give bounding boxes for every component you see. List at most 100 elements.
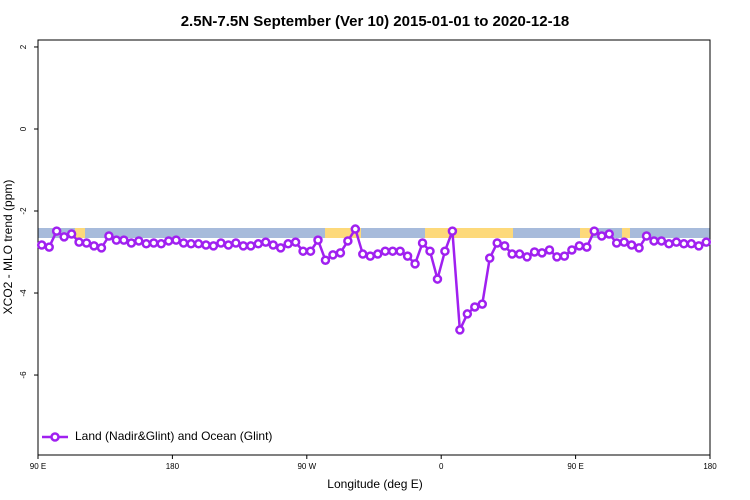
data-point	[36, 240, 47, 250]
data-point	[582, 242, 592, 252]
data-point	[343, 236, 353, 246]
data-point	[387, 246, 398, 256]
data-point	[589, 226, 600, 236]
data-point	[111, 235, 122, 245]
data-point	[298, 246, 308, 256]
y-tick-label: 2	[19, 44, 28, 49]
data-point	[402, 251, 413, 261]
data-point	[119, 235, 129, 245]
data-point	[596, 231, 607, 241]
data-point	[611, 238, 622, 248]
y-tick-label: -6	[19, 371, 28, 379]
data-point	[238, 241, 249, 251]
data-point	[507, 249, 517, 259]
y-tick-label: 0	[19, 126, 28, 131]
surface-strip	[38, 228, 710, 238]
data-point	[216, 238, 226, 248]
data-point	[290, 237, 301, 247]
data-point	[656, 236, 667, 246]
data-point	[246, 241, 256, 251]
x-tick-label: 180	[703, 462, 717, 471]
data-point	[410, 259, 420, 269]
data-point	[492, 238, 502, 248]
data-point	[522, 252, 532, 262]
data-point	[417, 238, 428, 248]
data-point	[96, 243, 107, 253]
data-point	[604, 229, 614, 239]
data-point	[141, 239, 152, 249]
x-tick-label: 90 W	[297, 462, 316, 471]
data-point	[455, 325, 465, 335]
land-strip	[325, 228, 361, 238]
data-point	[365, 251, 376, 261]
data-point	[552, 252, 562, 262]
data-point	[679, 239, 689, 249]
land-strip	[580, 228, 592, 238]
data-point	[380, 246, 390, 256]
legend-marker	[50, 432, 60, 442]
data-point	[193, 239, 204, 249]
data-point	[574, 241, 585, 251]
y-axis-label: XCO2 - MLO trend (ppm)	[1, 180, 15, 315]
data-point	[440, 246, 450, 256]
data-point	[432, 274, 443, 284]
data-point	[81, 238, 92, 248]
x-tick-label: 0	[439, 462, 444, 471]
data-point	[253, 239, 264, 249]
y-tick-label: -2	[19, 207, 28, 215]
data-point	[470, 302, 480, 312]
data-point	[425, 246, 435, 256]
x-tick-label: 90 E	[30, 462, 46, 471]
data-point	[44, 242, 54, 252]
data-point	[313, 235, 323, 245]
chart-title: 2.5N-7.5N September (Ver 10) 2015-01-01 …	[181, 13, 570, 30]
data-point	[529, 247, 540, 257]
data-point	[462, 309, 473, 319]
y-tick-label: -4	[19, 289, 28, 297]
data-point	[260, 237, 271, 247]
data-point	[694, 241, 704, 251]
data-point	[51, 226, 62, 236]
data-point	[156, 239, 166, 249]
data-point	[544, 245, 555, 255]
data-point	[178, 238, 189, 248]
data-point	[283, 239, 293, 249]
data-point	[499, 241, 510, 251]
data-point	[372, 249, 383, 259]
data-point	[626, 240, 637, 250]
data-point	[186, 239, 196, 249]
data-point	[104, 231, 114, 241]
data-point	[484, 253, 495, 263]
data-point	[171, 235, 181, 245]
data-point	[477, 299, 488, 309]
data-point	[126, 238, 137, 248]
data-point	[275, 243, 286, 253]
data-point	[514, 249, 525, 259]
data-point	[671, 237, 682, 247]
x-tick-label: 90 E	[567, 462, 583, 471]
data-point	[328, 250, 338, 260]
land-strip	[425, 228, 513, 238]
ocean-strip	[38, 228, 710, 238]
data-point	[66, 229, 77, 239]
x-tick-label: 180	[166, 462, 180, 471]
data-point	[664, 239, 674, 249]
data-point	[537, 248, 547, 258]
land-strip	[75, 228, 85, 238]
data-point	[163, 236, 174, 246]
data-point	[320, 255, 331, 265]
data-point	[208, 241, 219, 251]
data-point	[268, 240, 278, 250]
plot-frame	[37, 39, 711, 456]
data-point	[89, 241, 99, 251]
land-strip	[622, 228, 630, 238]
data-point	[231, 238, 241, 248]
x-axis-label: Longitude (deg E)	[327, 477, 422, 491]
data-point	[148, 238, 159, 248]
data-point	[701, 237, 712, 247]
data-point	[447, 226, 458, 236]
data-point	[634, 243, 644, 253]
data-point	[134, 236, 144, 246]
